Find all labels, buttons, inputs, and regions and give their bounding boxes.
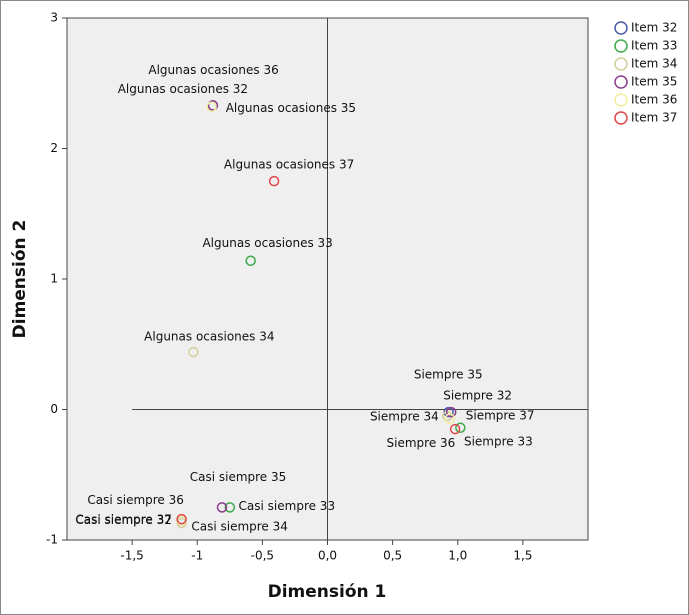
point-label: Siempre 34 (370, 410, 439, 424)
point-label: Siempre 37 (466, 409, 535, 423)
point (224, 502, 236, 513)
legend-label: Item 32 (631, 21, 677, 35)
legend-marker (614, 75, 628, 89)
point-label: Siempre 33 (464, 434, 533, 448)
legend-label: Item 33 (631, 39, 677, 53)
x-tick-label: -0,5 (251, 549, 274, 563)
point-label: Algunas ocasiones 36 (148, 63, 278, 77)
point-label: Casi siempre 33 (239, 499, 336, 513)
legend-label: Item 37 (631, 111, 677, 125)
point-label: Algunas ocasiones 34 (144, 330, 274, 344)
x-tick-label: 0,0 (318, 549, 337, 563)
legend-label: Item 36 (631, 93, 677, 107)
legend-label: Item 35 (631, 75, 677, 89)
point-label: Casi siempre 36 (87, 493, 184, 507)
point-label: Siempre 36 (387, 436, 456, 450)
legend-marker (614, 93, 628, 107)
x-tick-label: 1,0 (448, 549, 467, 563)
point-label: Siempre 35 (414, 368, 483, 382)
point-label: Algunas ocasiones 33 (202, 236, 332, 250)
point (449, 423, 461, 435)
point-label: Casi siempre 35 (190, 470, 287, 484)
legend-label: Item 34 (631, 57, 677, 71)
y-tick-label: 3 (50, 11, 58, 25)
point (176, 513, 187, 525)
point (444, 413, 456, 424)
x-tick-label: 0,5 (383, 549, 402, 563)
x-axis-title: Dimensión 1 (268, 582, 387, 602)
point-label: Algunas ocasiones 32 (118, 82, 248, 96)
point-label: Casi siempre 32 (75, 513, 172, 527)
legend-marker (614, 39, 628, 53)
y-tick-label: 0 (50, 402, 58, 416)
point (455, 422, 466, 434)
y-tick-label: 1 (50, 272, 58, 286)
point (188, 346, 199, 358)
legend-marker (614, 57, 628, 71)
point (207, 100, 219, 111)
point (206, 101, 217, 112)
point-label: Casi siempre 37 (75, 513, 172, 527)
point (245, 255, 256, 266)
y-axis-title: Dimensión 2 (10, 220, 30, 339)
point-label: Algunas ocasiones 37 (224, 158, 354, 172)
point (216, 502, 228, 513)
x-tick-label: -1 (191, 549, 203, 563)
x-tick-label: -1,5 (120, 549, 143, 563)
y-tick-label: -1 (46, 533, 58, 547)
legend-marker (614, 21, 628, 35)
point-label: Siempre 32 (443, 389, 512, 403)
point (445, 406, 457, 418)
legend-marker (614, 111, 628, 125)
point-label: Casi siempre 34 (191, 520, 288, 534)
point (268, 175, 280, 187)
point-label: Algunas ocasiones 35 (226, 101, 356, 115)
x-tick-label: 1,5 (513, 549, 532, 563)
y-tick-label: 2 (50, 141, 58, 155)
